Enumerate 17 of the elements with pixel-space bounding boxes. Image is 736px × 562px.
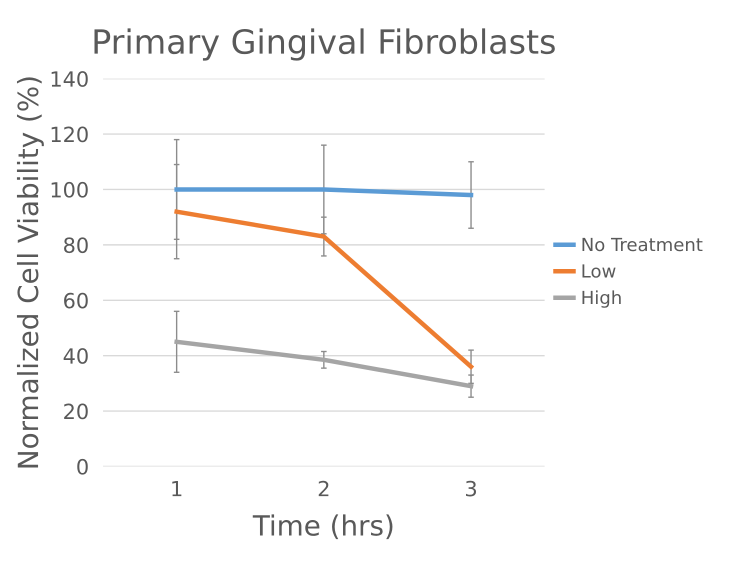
- chart-title: Primary Gingival Fibroblasts: [94, 28, 555, 61]
- x-axis-title: Time (hrs): [252, 514, 392, 540]
- y-axis-title: Normalized Cell Viability (%): [16, 77, 44, 468]
- x-tick-label: 1: [172, 480, 182, 496]
- y-tick-label: 140: [52, 71, 88, 87]
- y-tick-label: 40: [64, 348, 88, 364]
- x-tick-label: 3: [466, 480, 476, 496]
- y-tick-label: 60: [64, 292, 88, 308]
- legend-label: No Treatment: [582, 238, 702, 252]
- legend-label: Low: [582, 264, 616, 278]
- y-tick-label: 120: [52, 126, 88, 142]
- legend-label: High: [582, 290, 621, 308]
- y-tick-label: 100: [52, 182, 88, 198]
- y-tick-label: 20: [64, 404, 88, 420]
- y-tick-label: 0: [77, 458, 88, 475]
- x-tick-label: 2: [318, 480, 328, 496]
- y-tick-label: 80: [64, 237, 88, 254]
